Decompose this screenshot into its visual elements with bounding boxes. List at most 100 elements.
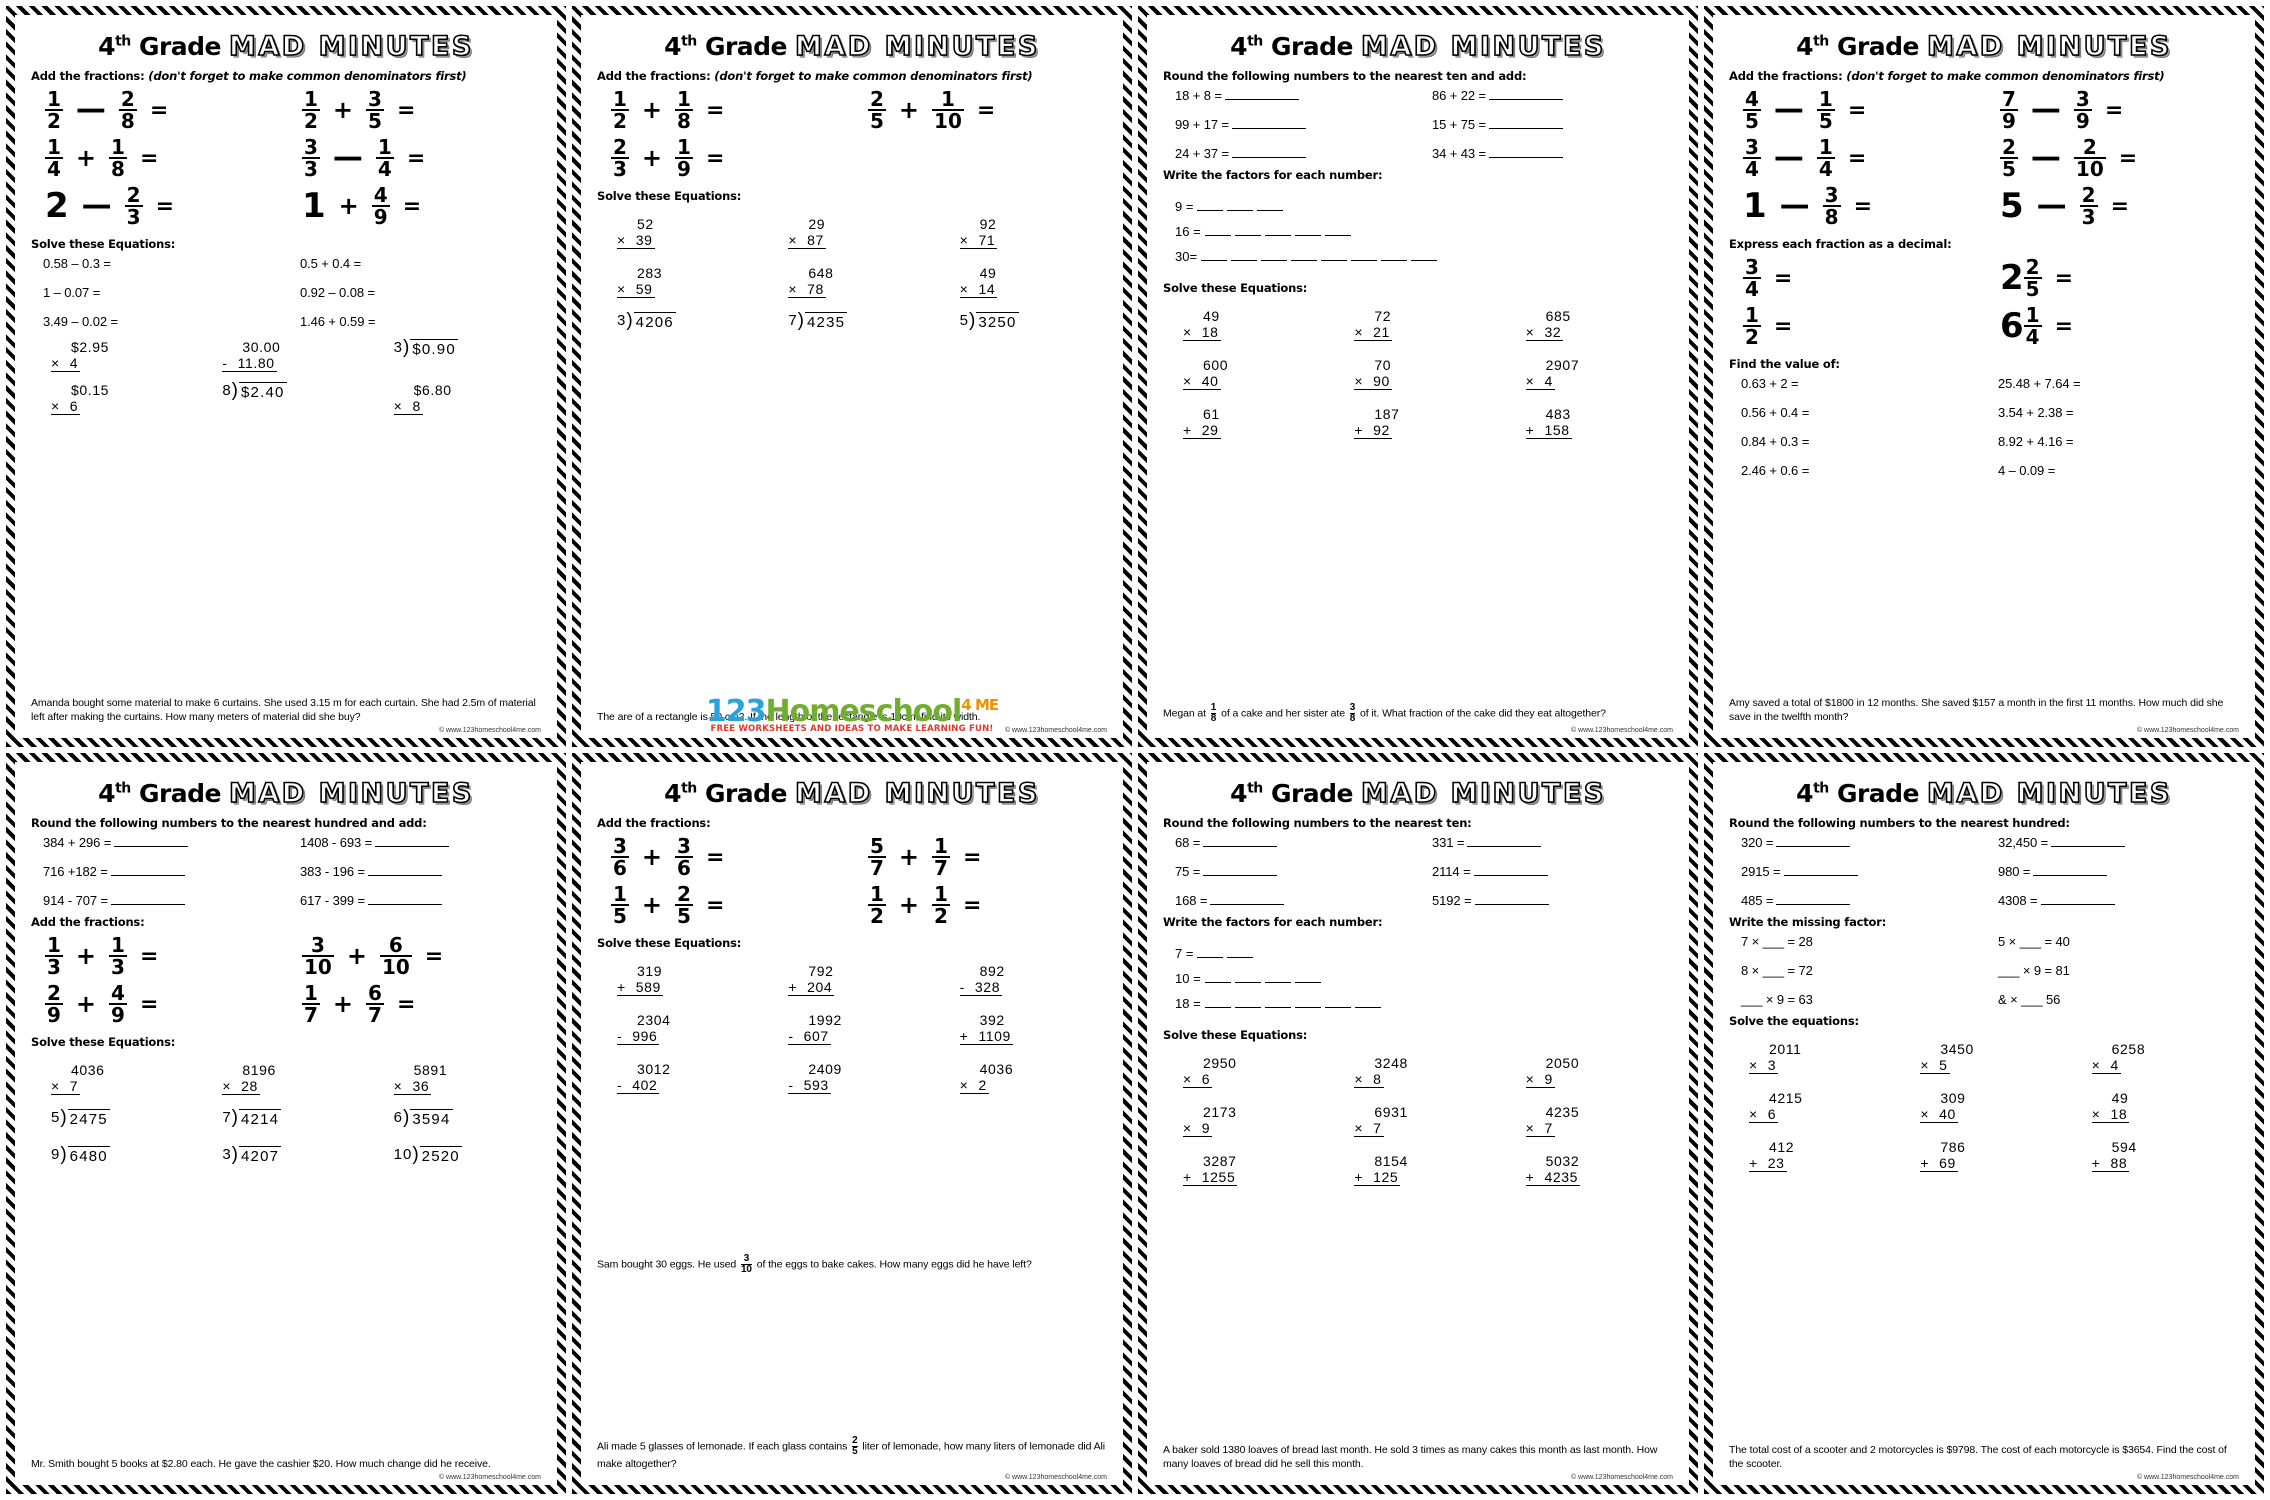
rounding-item[interactable]: 331 =	[1418, 835, 1675, 850]
rounding-item[interactable]: 24 + 37 =	[1161, 146, 1418, 161]
vertical-problem[interactable]: 49 × 14	[938, 265, 1109, 298]
long-division-problem[interactable]: 5) 2475	[29, 1108, 200, 1128]
vertical-problem[interactable]: 4036 × 2	[938, 1061, 1109, 1094]
factor-blank[interactable]	[1351, 249, 1378, 261]
vertical-problem[interactable]: 4036 × 7	[29, 1062, 200, 1095]
fraction-problem[interactable]: 7 9—3 9 =	[1984, 89, 2241, 131]
vertical-problem[interactable]: 786 +69	[1898, 1139, 2069, 1172]
vertical-problem[interactable]: 309 × 40	[1898, 1090, 2069, 1123]
answer-blank[interactable]	[1467, 835, 1542, 847]
rounding-item[interactable]: 32,450 =	[1984, 835, 2241, 850]
fraction-problem[interactable]: 4 5—1 5 =	[1727, 89, 1984, 131]
vertical-problem[interactable]: 2409-593	[766, 1061, 937, 1094]
answer-blank[interactable]	[1783, 864, 1858, 876]
rounding-item[interactable]: 5192 =	[1418, 893, 1675, 908]
equation-item[interactable]: 2.46 + 0.6 =	[1741, 463, 1810, 478]
factor-blank[interactable]	[1294, 971, 1321, 983]
vertical-problem[interactable]: $2.95 × 4	[29, 339, 200, 372]
vertical-problem[interactable]: 792 +204	[766, 963, 937, 996]
fraction-problem[interactable]: 1 2 +1 2 =	[852, 884, 1109, 926]
vertical-problem[interactable]: 2304-996	[595, 1012, 766, 1045]
answer-blank[interactable]	[1776, 893, 1851, 905]
long-division-problem[interactable]: 9) 6480	[29, 1145, 200, 1165]
factor-blank[interactable]	[1204, 224, 1231, 236]
decimal-fraction-problem[interactable]: 2 2 5 =	[1984, 257, 2241, 299]
decimal-fraction-problem[interactable]: 6 1 4 =	[1984, 305, 2241, 347]
equation-item[interactable]: 0.84 + 0.3 =	[1741, 434, 1810, 449]
vertical-problem[interactable]: 392 +1109	[938, 1012, 1109, 1045]
equation-item[interactable]: 0.92 – 0.08 =	[300, 285, 375, 300]
equation-item[interactable]: 0.58 – 0.3 =	[43, 256, 111, 271]
vertical-problem[interactable]: 4235 × 7	[1504, 1104, 1675, 1137]
fraction-problem[interactable]: 2 5 +1 10 =	[852, 89, 1109, 131]
long-division-problem[interactable]: 5) 3250	[938, 311, 1109, 331]
long-division-problem[interactable]: 7) 4235	[766, 311, 937, 331]
factor-blank[interactable]	[1354, 996, 1381, 1008]
vertical-problem[interactable]: 2050 × 9	[1504, 1055, 1675, 1088]
equation-item[interactable]: 4 – 0.09 =	[1998, 463, 2056, 478]
answer-blank[interactable]	[1232, 117, 1307, 129]
answer-blank[interactable]	[1203, 835, 1278, 847]
rounding-item[interactable]: 4308 =	[1984, 893, 2241, 908]
vertical-problem[interactable]: 187 +92	[1332, 406, 1503, 439]
long-division-problem[interactable]: 8) $2.40	[200, 381, 371, 415]
decimal-fraction-problem[interactable]: 1 2 =	[1727, 305, 1984, 347]
rounding-item[interactable]: 86 + 22 =	[1418, 88, 1675, 103]
vertical-problem[interactable]: 4215 × 6	[1727, 1090, 1898, 1123]
factor-blank[interactable]	[1204, 996, 1231, 1008]
answer-blank[interactable]	[1776, 835, 1851, 847]
vertical-problem[interactable]: 2950 × 6	[1161, 1055, 1332, 1088]
vertical-problem[interactable]: 319 +589	[595, 963, 766, 996]
vertical-problem[interactable]: 2173 × 9	[1161, 1104, 1332, 1137]
long-division-problem[interactable]: 7) 4214	[200, 1108, 371, 1128]
factor-blank[interactable]	[1227, 199, 1254, 211]
decimal-fraction-problem[interactable]: 3 4 =	[1727, 257, 1984, 299]
equation-item[interactable]: 0.5 + 0.4 =	[300, 256, 362, 271]
answer-blank[interactable]	[1210, 893, 1285, 905]
fraction-problem[interactable]: 5 7 +1 7 =	[852, 836, 1109, 878]
vertical-problem[interactable]: 61 +29	[1161, 406, 1332, 439]
vertical-problem[interactable]: 2907 × 4	[1504, 357, 1675, 390]
rounding-item[interactable]: 914 - 707 =	[29, 893, 286, 908]
vertical-problem[interactable]: 3287 +1255	[1161, 1153, 1332, 1186]
fraction-problem[interactable]: 5 — 2 3 =	[1984, 185, 2241, 227]
rounding-item[interactable]: 383 - 196 =	[286, 864, 543, 879]
fraction-problem[interactable]: 1 5 +2 5 =	[595, 884, 852, 926]
answer-blank[interactable]	[1489, 146, 1564, 158]
answer-blank[interactable]	[2051, 835, 2126, 847]
factor-item[interactable]: 30=	[1161, 249, 1675, 264]
vertical-problem[interactable]: $0.15 × 6	[29, 382, 200, 415]
rounding-item[interactable]: 485 =	[1727, 893, 1984, 908]
answer-blank[interactable]	[368, 893, 443, 905]
rounding-item[interactable]: 15 + 75 =	[1418, 117, 1675, 132]
factor-blank[interactable]	[1264, 971, 1291, 983]
answer-blank[interactable]	[375, 835, 450, 847]
vertical-problem[interactable]: 6931 × 7	[1332, 1104, 1503, 1137]
rounding-item[interactable]: 75 =	[1161, 864, 1418, 879]
factor-blank[interactable]	[1201, 249, 1228, 261]
fraction-problem[interactable]: 2 3 +1 9 =	[595, 137, 1109, 179]
answer-blank[interactable]	[1474, 893, 1549, 905]
equation-item[interactable]: 5 × ___ = 40	[1998, 934, 2070, 949]
vertical-problem[interactable]: 892-328	[938, 963, 1109, 996]
factor-blank[interactable]	[1294, 996, 1321, 1008]
factor-blank[interactable]	[1324, 996, 1351, 1008]
vertical-problem[interactable]: 3248 × 8	[1332, 1055, 1503, 1088]
vertical-problem[interactable]: 49 × 18	[1161, 308, 1332, 341]
equation-item[interactable]: 1 – 0.07 =	[43, 285, 101, 300]
factor-blank[interactable]	[1291, 249, 1318, 261]
rounding-item[interactable]: 1408 - 693 =	[286, 835, 543, 850]
answer-blank[interactable]	[1473, 864, 1548, 876]
rounding-item[interactable]: 384 + 296 =	[29, 835, 286, 850]
answer-blank[interactable]	[2040, 893, 2115, 905]
vertical-problem[interactable]: 483 +158	[1504, 406, 1675, 439]
answer-blank[interactable]	[111, 893, 186, 905]
fraction-problem[interactable]: 1 7 +6 7 =	[286, 983, 543, 1025]
vertical-problem[interactable]: 72 × 21	[1332, 308, 1503, 341]
equation-item[interactable]: 25.48 + 7.64 =	[1998, 376, 2081, 391]
long-division-problem[interactable]: 6) 3594	[372, 1108, 543, 1128]
factor-blank[interactable]	[1324, 224, 1351, 236]
equation-item[interactable]: 1.46 + 0.59 =	[300, 314, 376, 329]
equation-item[interactable]: 3.54 + 2.38 =	[1998, 405, 2074, 420]
equation-item[interactable]: 8.92 + 4.16 =	[1998, 434, 2074, 449]
